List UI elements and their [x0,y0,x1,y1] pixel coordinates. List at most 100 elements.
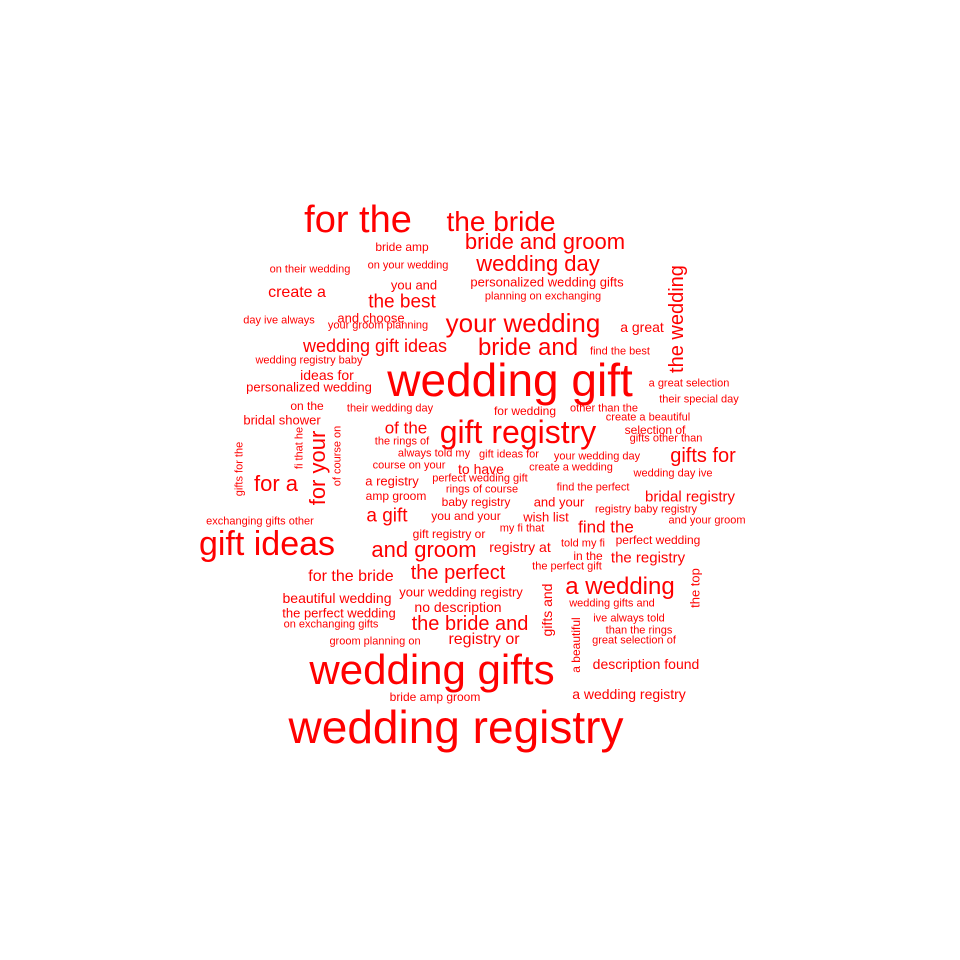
word: gifts for the [233,441,246,497]
word: a gift [366,505,408,527]
word: you and [390,277,438,293]
word: on your wedding [367,259,449,272]
word: for wedding [493,404,557,418]
word: create a [268,284,326,301]
word: always told my [397,447,471,460]
word: create a beautiful [605,411,691,424]
word: ideas for [300,367,354,383]
word: day ive always [243,314,315,327]
word: a wedding [565,573,675,600]
word: a registry [365,473,419,489]
word: baby registry [441,495,511,509]
word: to have [458,461,504,477]
word: wedding day [476,251,600,276]
word: the perfect wedding [282,605,396,621]
word: of course on [331,425,344,487]
word: a beautiful [569,617,583,673]
word: find the best [590,345,650,358]
word: the perfect [410,562,506,584]
word: the bride and [411,613,529,635]
word: bride and [477,334,579,361]
word: of the [384,418,428,438]
word: your groom planning [327,319,429,332]
word: my fi that [499,522,545,535]
word: other than the [570,402,638,415]
word: course on your [372,459,446,472]
word: their wedding day [346,402,434,415]
word: wedding gifts [309,646,555,693]
word: registry or [448,631,520,648]
word: ive always told [593,612,665,625]
word: bridal registry [644,488,736,506]
word: wedding registry [288,701,624,753]
word: wedding gifts and [569,597,655,610]
word: find the perfect [556,481,630,494]
word: perfect wedding gift [432,472,528,485]
word: gift ideas for [479,448,539,461]
word: wedding registry baby [255,354,363,367]
word: selection of [624,423,686,437]
word: bride and groom [464,229,626,254]
word: for your [305,430,330,506]
word: the wedding [666,265,688,373]
word: on exchanging gifts [283,618,379,631]
word: wedding gift ideas [302,336,448,356]
word: on their wedding [269,263,351,276]
word: your wedding registry [399,584,523,600]
word: bride amp groom [389,690,481,704]
word: and your [533,494,585,510]
word: you and your [431,509,501,523]
word: personalized wedding [246,379,372,395]
word: the top [687,568,703,608]
word: exchanging gifts other [206,515,314,528]
word: fi that he [293,426,306,470]
word: gift registry [439,414,597,450]
word: the registry [610,549,686,567]
word: and your groom [668,514,746,527]
word: beautiful wedding [282,590,392,606]
word: great selection of [592,634,676,647]
word: groom planning on [329,635,421,648]
word: a wedding registry [572,686,686,702]
word: for a [253,471,299,496]
word: your wedding [445,308,601,338]
word: your wedding day [553,450,641,463]
word: wedding gift [387,354,633,406]
word: find the [578,517,634,537]
word: for the bride [308,568,394,585]
word: no description [414,599,502,615]
word: gift registry or [412,527,486,541]
word: gifts and [539,583,555,637]
word: the rings of [374,435,430,448]
word: wish list [523,509,569,525]
word: wedding day ive [633,467,713,480]
word: bride amp [375,240,429,254]
word: perfect wedding [615,533,701,547]
word: gifts other than [629,432,703,445]
word: their special day [659,393,739,406]
word: a great selection [648,377,730,390]
word: description found [592,656,700,672]
word: for the [304,199,412,241]
word: in the [573,549,603,563]
word: create a wedding [529,461,613,474]
word: bridal shower [243,412,321,428]
word: and choose [337,310,405,326]
word: planning on exchanging [484,290,602,303]
word: gifts for [670,445,736,467]
word: told my fi [560,537,606,550]
word: on the [290,399,324,413]
word: and groom [371,537,477,562]
word: the perfect gift [532,560,602,573]
word: a great [620,319,664,335]
word: than the rings [605,624,673,637]
word: gift ideas [198,525,336,563]
word: the best [368,291,436,313]
word: registry baby registry [594,503,698,516]
word: the bride [446,206,556,237]
word: rings of course [445,483,519,496]
word: registry at [489,539,551,555]
word: personalized wedding gifts [470,274,624,290]
word: amp groom [365,489,427,503]
